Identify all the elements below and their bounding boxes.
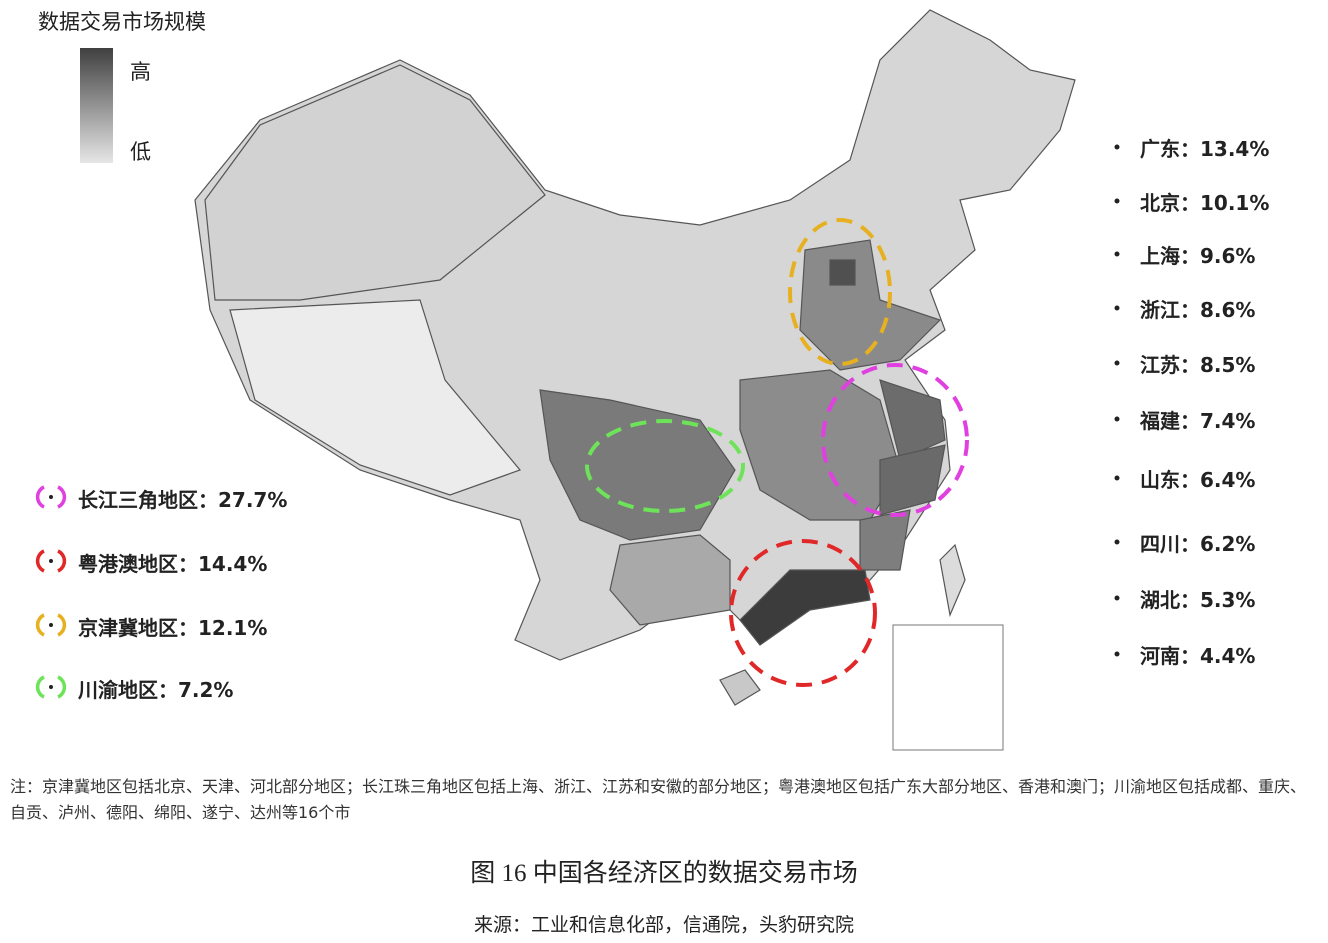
legend-low: 低 [130, 140, 151, 164]
note: 注：京津冀地区包括北京、天津、河北部分地区；长江珠三角地区包括上海、浙江、江苏和… [10, 777, 1307, 822]
bullets [1114, 144, 1120, 657]
region-share: 长江三角地区：27.7% [78, 488, 288, 512]
china-map [194, 9, 1076, 706]
province-share: 浙江：8.6% [1140, 298, 1256, 322]
legend-title: 数据交易市场规模 [38, 10, 206, 34]
province-share: 江苏：8.5% [1140, 353, 1256, 377]
province-share: 山东：6.4% [1140, 468, 1256, 492]
inset-map [892, 624, 1004, 751]
province-share: 河南：4.4% [1140, 644, 1256, 668]
legend-gradient [80, 48, 113, 163]
region-share: 粤港澳地区：14.4% [78, 552, 268, 576]
source: 来源：工业和信息化部，信通院，头豹研究院 [473, 915, 854, 936]
province-share: 四川：6.2% [1140, 532, 1256, 556]
region-share: 川渝地区：7.2% [78, 678, 234, 702]
caption: 图 16 中国各经济区的数据交易市场 [470, 860, 858, 887]
region-icons [35, 485, 67, 699]
province-share: 湖北：5.3% [1140, 588, 1256, 612]
province-share: 广东：13.4% [1140, 137, 1270, 161]
legend-high: 高 [130, 60, 151, 84]
region-share: 京津冀地区：12.1% [78, 616, 268, 640]
province-share: 上海：9.6% [1140, 244, 1256, 268]
region-circles [585, 218, 969, 687]
province-share: 北京：10.1% [1140, 191, 1270, 215]
map [35, 9, 1120, 751]
province-share: 福建：7.4% [1140, 409, 1256, 433]
